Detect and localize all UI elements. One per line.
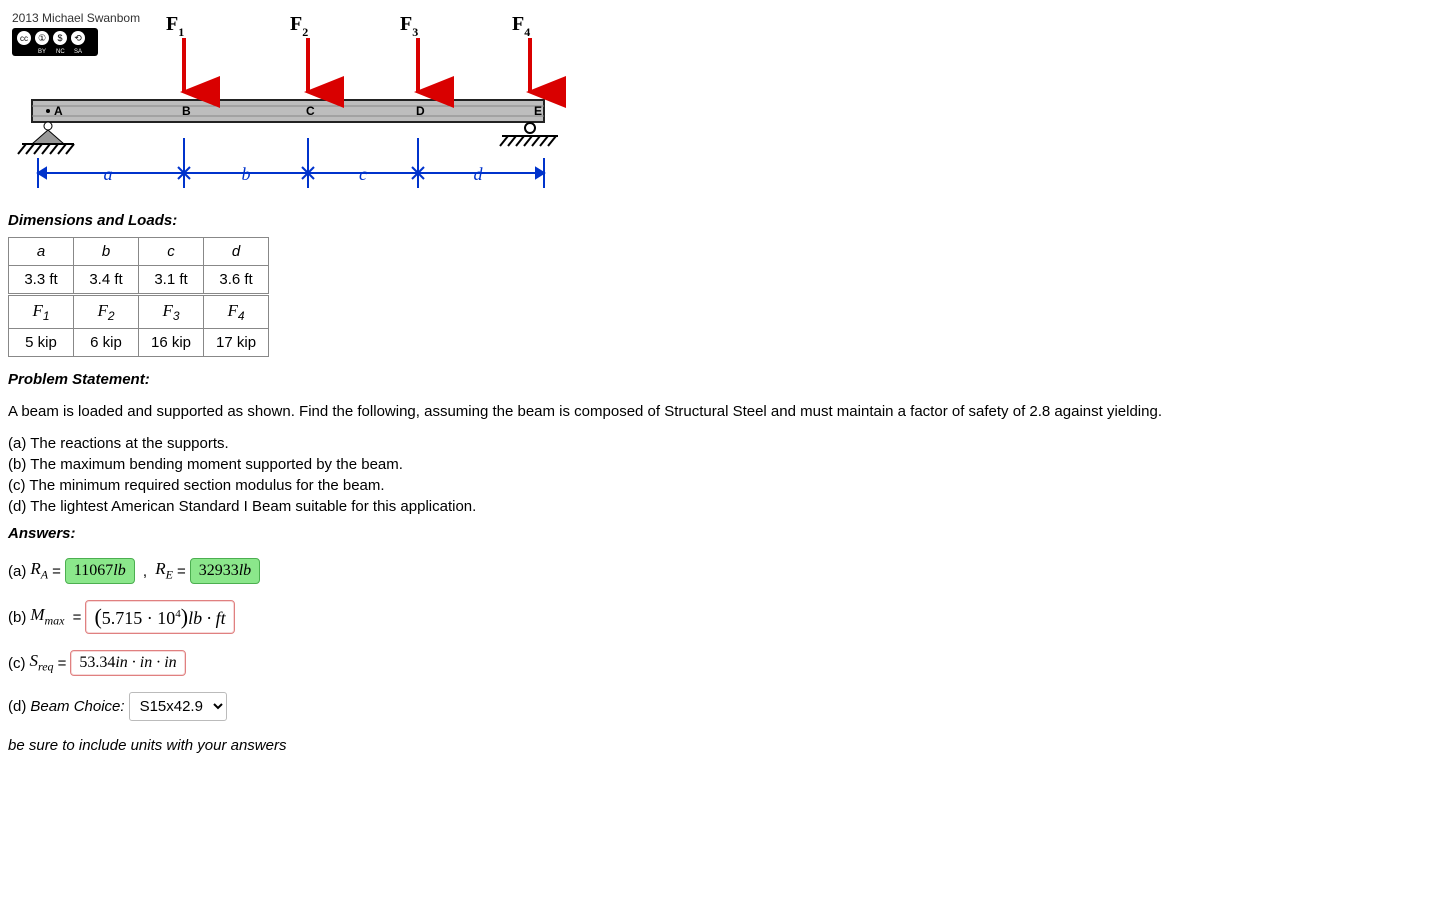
svg-text:$: $ [57,33,62,43]
svg-text:B: B [182,104,191,118]
beam-choice-select[interactable]: S15x42.9 [129,692,227,721]
hdr-a: a [9,238,74,266]
val-c: 3.1 ft [139,266,204,295]
dims-loads-table: a b c d 3.3 ft 3.4 ft 3.1 ft 3.6 ft F1 F… [8,237,269,357]
RA-input[interactable]: 11067lb [65,558,135,584]
svg-text:a: a [104,164,113,184]
heading-problem: Problem Statement: [8,371,1432,388]
Sreq-input[interactable]: 53.34in · in · in [70,650,185,676]
hdr-c: c [139,238,204,266]
ans-d-prefix: (d) [8,698,26,715]
val-b: 3.4 ft [74,266,139,295]
heading-dims-loads: Dimensions and Loads: [8,212,1432,229]
part-b: (b) The maximum bending moment supported… [8,456,1432,473]
svg-text:F4: F4 [512,13,530,39]
dimension-line [38,138,544,188]
answer-b-line: (b) Mmax = (5.715 · 104)lb · ft [8,600,1432,634]
hdr-d: d [204,238,269,266]
RA-symbol: RA [30,559,48,582]
hdr-F3: F3 [139,295,204,329]
Mmax-symbol: Mmax [30,605,64,628]
RE-input[interactable]: 32933lb [190,558,260,584]
svg-text:A: A [54,104,63,118]
svg-text:b: b [242,164,251,184]
svg-text:NC: NC [56,49,65,55]
part-d: (d) The lightest American Standard I Bea… [8,498,1432,515]
svg-text:SA: SA [74,49,82,55]
part-a: (a) The reactions at the supports. [8,435,1432,452]
ans-b-prefix: (b) [8,609,26,626]
answer-d-line: (d) Beam Choice: S15x42.9 [8,692,1432,721]
heading-answers: Answers: [8,525,1432,542]
hdr-b: b [74,238,139,266]
attribution-text: 2013 Michael Swanbom [12,11,140,25]
support-right [500,123,558,146]
hdr-F1: F1 [9,295,74,329]
support-left [18,122,74,154]
svg-text:cc: cc [20,34,28,43]
val-a: 3.3 ft [9,266,74,295]
beam-choice-label: Beam Choice: [30,698,124,715]
val-F4: 17 kip [204,329,269,357]
val-F1: 5 kip [9,329,74,357]
svg-text:⟲: ⟲ [74,33,82,43]
val-F2: 6 kip [74,329,139,357]
svg-text:D: D [416,104,425,118]
problem-text: A beam is loaded and supported as shown.… [8,403,1432,420]
parts-list: (a) The reactions at the supports. (b) T… [8,435,1432,515]
force-arrows [184,38,530,92]
hdr-F4: F4 [204,295,269,329]
part-c: (c) The minimum required section modulus… [8,477,1432,494]
svg-text:F1: F1 [166,13,184,39]
hdr-F2: F2 [74,295,139,329]
val-d: 3.6 ft [204,266,269,295]
svg-text:C: C [306,104,315,118]
ans-a-prefix: (a) [8,563,26,580]
Sreq-symbol: Sreq [30,651,54,674]
svg-text:①: ① [38,33,46,43]
svg-text:F3: F3 [400,13,418,39]
svg-text:d: d [474,164,484,184]
beam-diagram: 2013 Michael Swanbom cc ① $ ⟲ BY NC SA A… [8,8,1432,202]
Mmax-input[interactable]: (5.715 · 104)lb · ft [85,600,234,634]
answer-a-line: (a) RA = 11067lb , RE = 32933lb [8,558,1432,584]
svg-text:c: c [359,164,367,184]
svg-text:F2: F2 [290,13,308,39]
svg-text:E: E [534,104,542,118]
val-F3: 16 kip [139,329,204,357]
svg-text:BY: BY [38,49,46,55]
footer-note: be sure to include units with your answe… [8,737,1432,754]
RE-symbol: RE [155,559,173,582]
answer-c-line: (c) Sreq = 53.34in · in · in [8,650,1432,676]
ans-c-prefix: (c) [8,655,26,672]
